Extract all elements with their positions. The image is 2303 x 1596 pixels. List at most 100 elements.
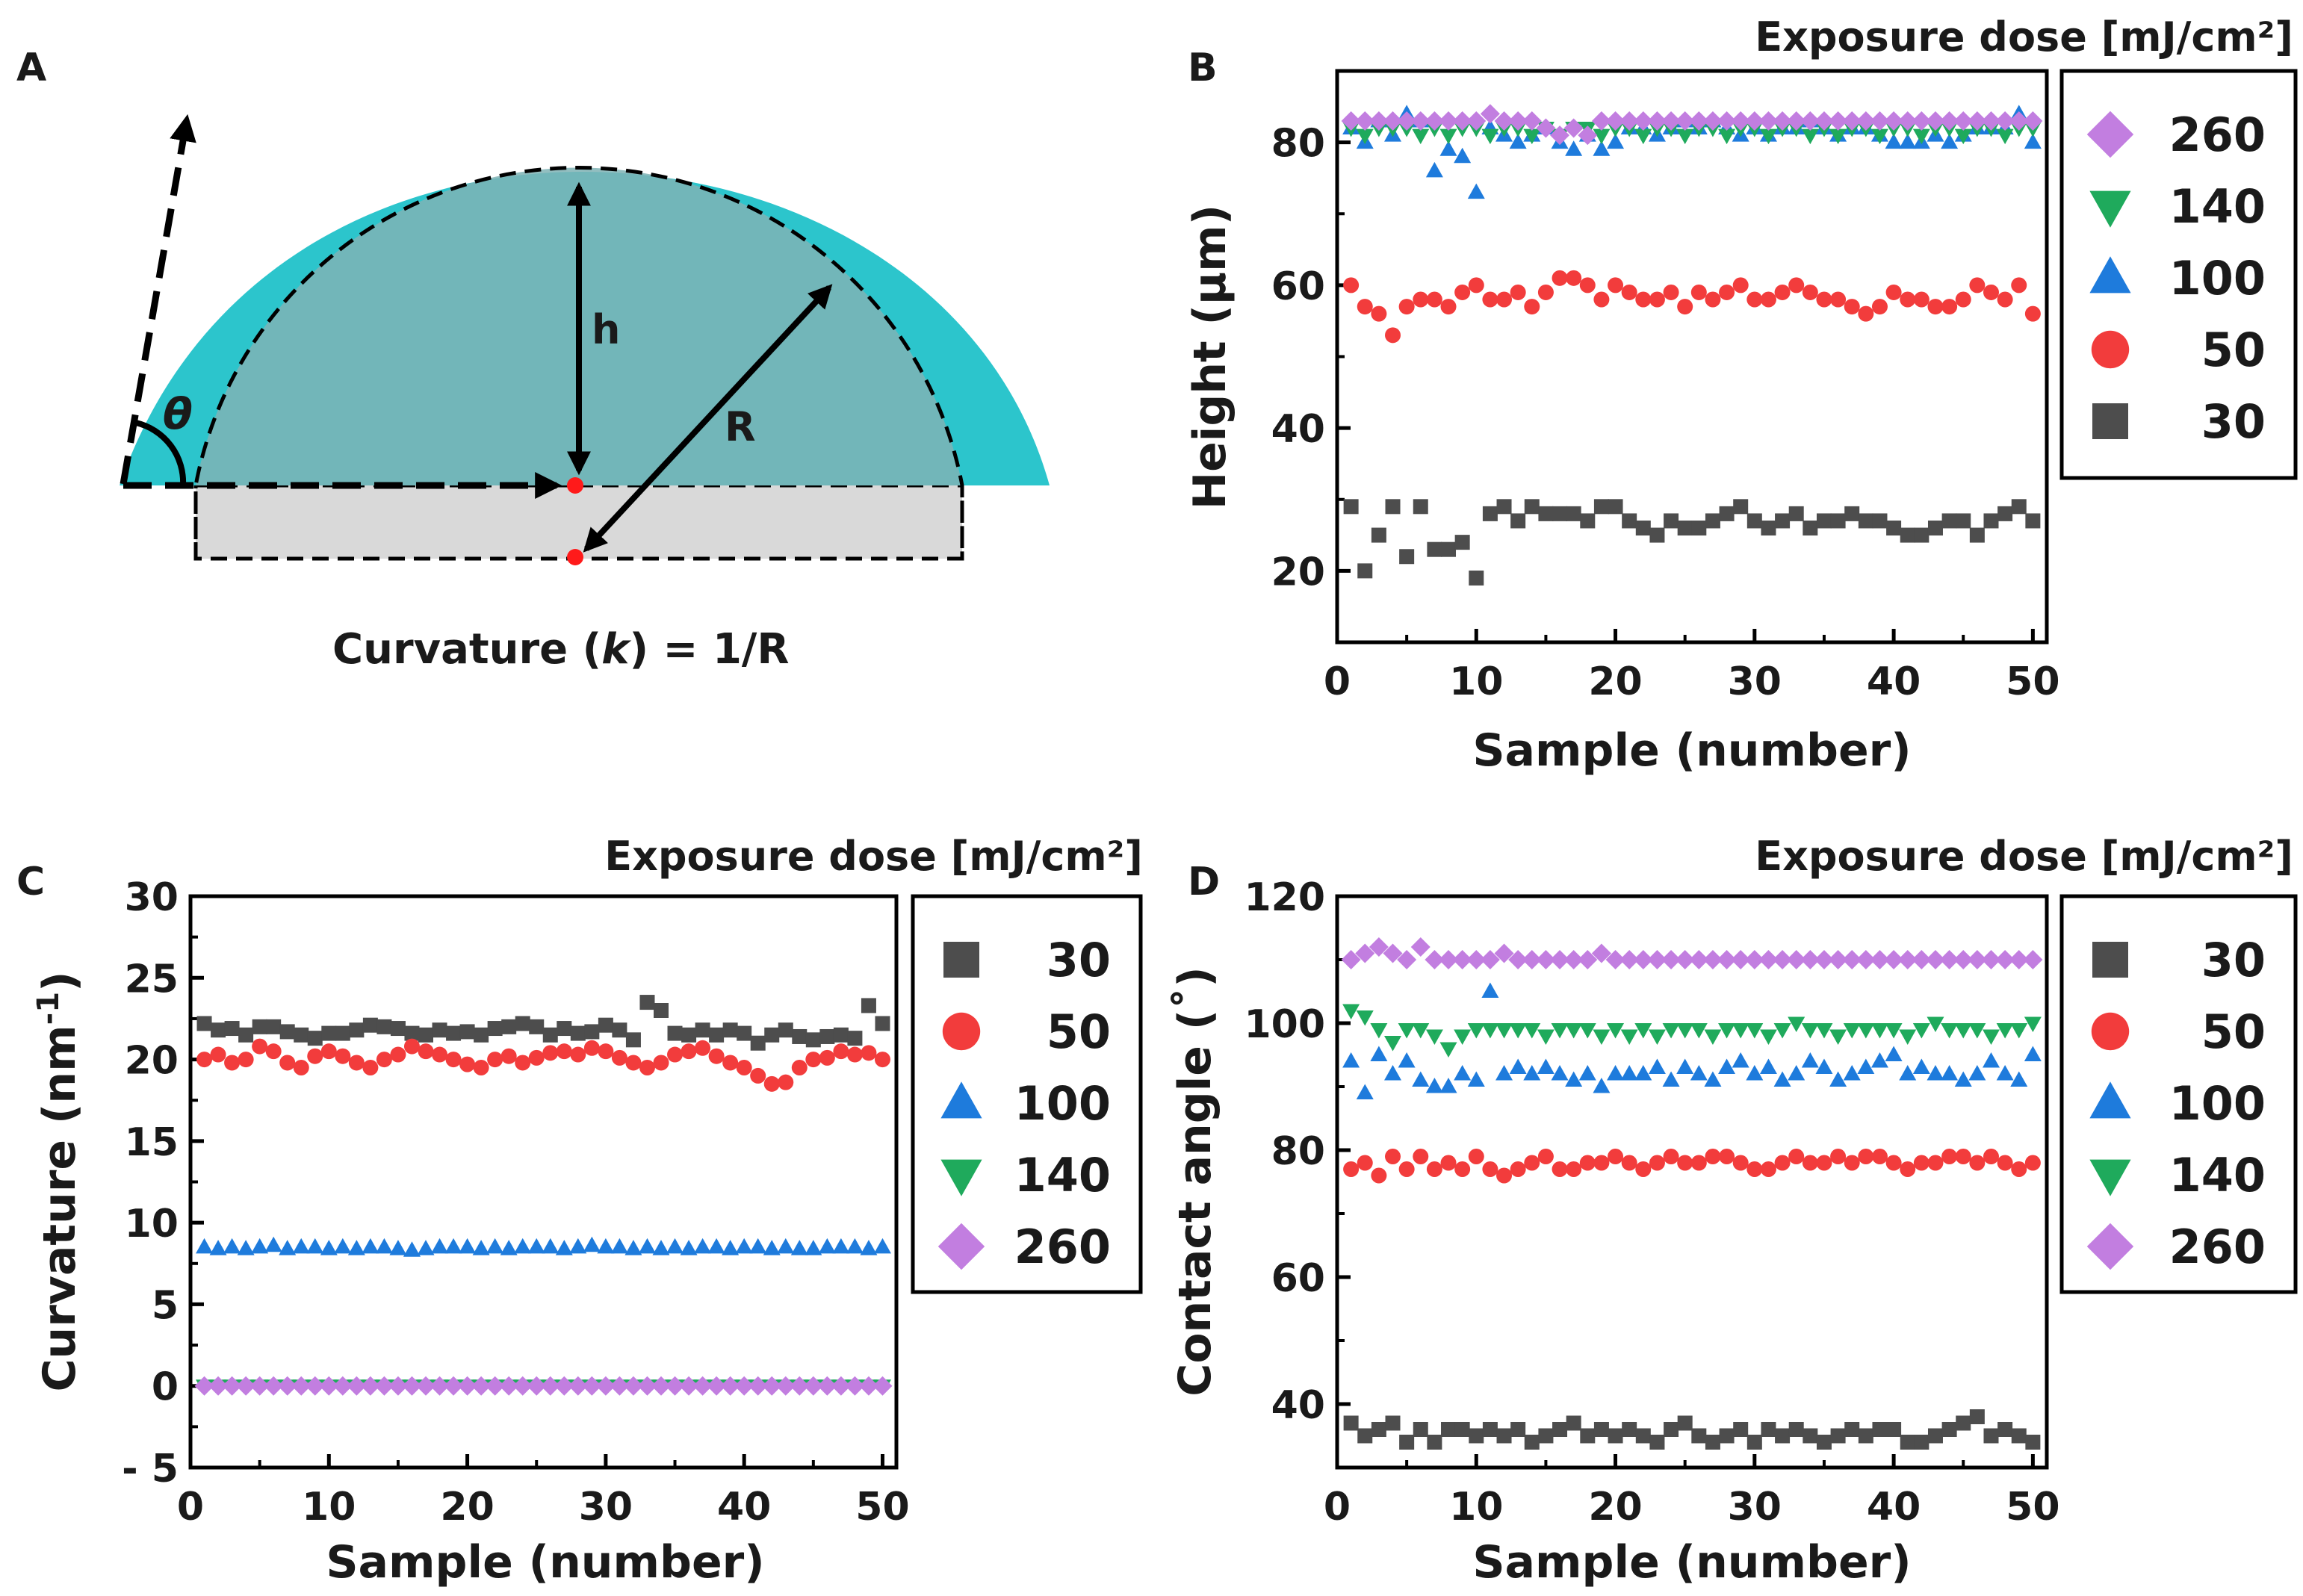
chart-c-legend-label-140: 140: [1014, 1148, 1111, 1202]
chart-b-legend-label-140: 140: [2169, 179, 2266, 234]
chart-c-point-30: [487, 1021, 503, 1037]
chart-c-point-100: [832, 1238, 850, 1254]
chart-d-point-140: [1773, 1023, 1791, 1039]
chart-b-legend: 260 140 100 50 30: [2086, 108, 2266, 449]
chart-c-point-100: [542, 1238, 560, 1254]
chart-d-point-30: [1927, 1428, 1943, 1444]
chart-b-point-100: [1607, 133, 1625, 149]
chart-b-point-260: [1884, 111, 1904, 131]
chart-c-x-tick-label: 10: [302, 1485, 356, 1530]
chart-c-point-260: [845, 1376, 865, 1396]
chart-d-point-50: [1677, 1155, 1693, 1171]
chart-c-point-30: [625, 1032, 641, 1048]
chart-d-point-30: [1775, 1428, 1791, 1444]
chart-d-point-50: [1830, 1149, 1847, 1164]
chart-b-point-260: [1870, 111, 1890, 131]
chart-b-point-30: [1524, 499, 1540, 515]
chart-b-legend-marker-260: [2086, 111, 2134, 158]
chart-b-point-100: [1425, 161, 1443, 178]
chart-d-point-260: [1717, 950, 1737, 969]
chart-b-point-30: [1719, 506, 1735, 521]
chart-c-point-30: [805, 1032, 821, 1048]
chart-c-point-50: [445, 1052, 462, 1068]
chart-c-y-tick-label: 15: [125, 1120, 179, 1165]
chart-b-point-30: [2025, 513, 2041, 529]
chart-d-point-100: [1370, 1046, 1388, 1061]
chart-c-y-tick-label: 5: [152, 1283, 179, 1328]
chart-d-point-140: [1384, 1036, 1402, 1052]
chart-d-y-tick-label: 60: [1271, 1256, 1325, 1301]
chart-b-point-260: [1661, 111, 1681, 131]
chart-b-point-140: [1593, 128, 1611, 145]
chart-d-point-50: [1426, 1161, 1442, 1177]
chart-c-point-50: [791, 1060, 808, 1075]
chart-b-point-260: [1397, 111, 1417, 131]
chart-d-point-260: [1550, 950, 1570, 969]
chart-d-point-30: [1803, 1428, 1818, 1444]
chart-d-point-30: [1538, 1428, 1554, 1444]
chart-c-point-100: [264, 1236, 282, 1252]
chart-c-point-260: [610, 1376, 630, 1396]
chart-b-point-260: [1591, 111, 1611, 131]
chart-c-point-260: [775, 1376, 796, 1396]
chart-d-point-260: [1494, 943, 1514, 963]
chart-d-x-label: Sample (number): [1472, 1536, 1911, 1589]
chart-b-point-50: [1788, 277, 1805, 294]
chart-d-point-100: [1732, 1052, 1749, 1068]
chart-c-point-260: [332, 1376, 353, 1396]
chart-c-point-30: [542, 1027, 558, 1043]
chart-d-point-50: [1871, 1149, 1888, 1164]
chart-b-point-100: [2024, 133, 2042, 149]
chart-d-point-140: [1857, 1023, 1875, 1039]
chart-d-point-50: [1482, 1161, 1498, 1177]
chart-d-point-30: [1371, 1422, 1386, 1437]
chart-d-point-50: [1690, 1155, 1707, 1171]
chart-d-y-ticks: 40 60 80 100 120: [1244, 875, 1351, 1428]
chart-d-y-tick-label: 80: [1271, 1129, 1325, 1174]
chart-d-y-tick-label: 120: [1244, 875, 1325, 920]
chart-d-point-260: [1689, 950, 1709, 969]
chart-b-point-50: [1885, 284, 1902, 300]
chart-b-point-260: [1369, 111, 1389, 131]
chart-c-point-100: [707, 1238, 725, 1254]
chart-d-point-140: [1481, 1023, 1499, 1039]
chart-b-point-50: [1913, 291, 1930, 308]
chart-c-point-100: [680, 1240, 698, 1255]
center-point: [567, 549, 583, 565]
chart-d-point-50: [1746, 1161, 1763, 1177]
chart-b-point-50: [1927, 299, 1944, 315]
chart-d-point-260: [1981, 950, 2001, 969]
chart-d-point-100: [1704, 1071, 1722, 1087]
chart-d-point-140: [1676, 1023, 1694, 1039]
chart-d-point-50: [1608, 1149, 1624, 1164]
chart-c-point-260: [277, 1376, 297, 1396]
chart-d-point-100: [1398, 1052, 1416, 1068]
chart-c-point-50: [667, 1046, 684, 1063]
chart-c-legend-label-260: 260: [1014, 1220, 1111, 1274]
chart-d-point-140: [1996, 1023, 2014, 1039]
chart-d-point-30: [1622, 1422, 1637, 1437]
chart-c-point-260: [388, 1376, 408, 1396]
chart-d-point-30: [1872, 1422, 1888, 1437]
chart-c-point-50: [252, 1038, 268, 1055]
chart-c-point-100: [403, 1241, 421, 1257]
chart-c-point-100: [583, 1236, 601, 1252]
chart-b-point-30: [1997, 506, 2013, 521]
chart-d-x-ticks: 0 10 20 30 40 50: [1324, 1454, 2060, 1530]
chart-c-point-260: [374, 1376, 394, 1396]
chart-d-point-140: [1509, 1023, 1527, 1039]
chart-b-x-tick-label: 30: [1728, 659, 1782, 704]
chart-d-point-50: [1844, 1155, 1860, 1171]
chart-c-point-50: [681, 1043, 697, 1060]
chart-b-point-100: [1885, 133, 1903, 149]
chart-c-point-100: [818, 1238, 836, 1254]
chart-c-point-260: [485, 1376, 505, 1396]
chart-b-point-260: [1410, 111, 1431, 131]
contact-point: [567, 477, 583, 494]
chart-d-point-260: [1369, 937, 1389, 957]
chart-c-point-260: [582, 1376, 602, 1396]
chart-d-point-50: [1343, 1161, 1360, 1177]
chart-d-point-260: [1425, 950, 1445, 969]
chart-c-point-100: [514, 1238, 532, 1254]
chart-c-point-100: [196, 1238, 214, 1254]
